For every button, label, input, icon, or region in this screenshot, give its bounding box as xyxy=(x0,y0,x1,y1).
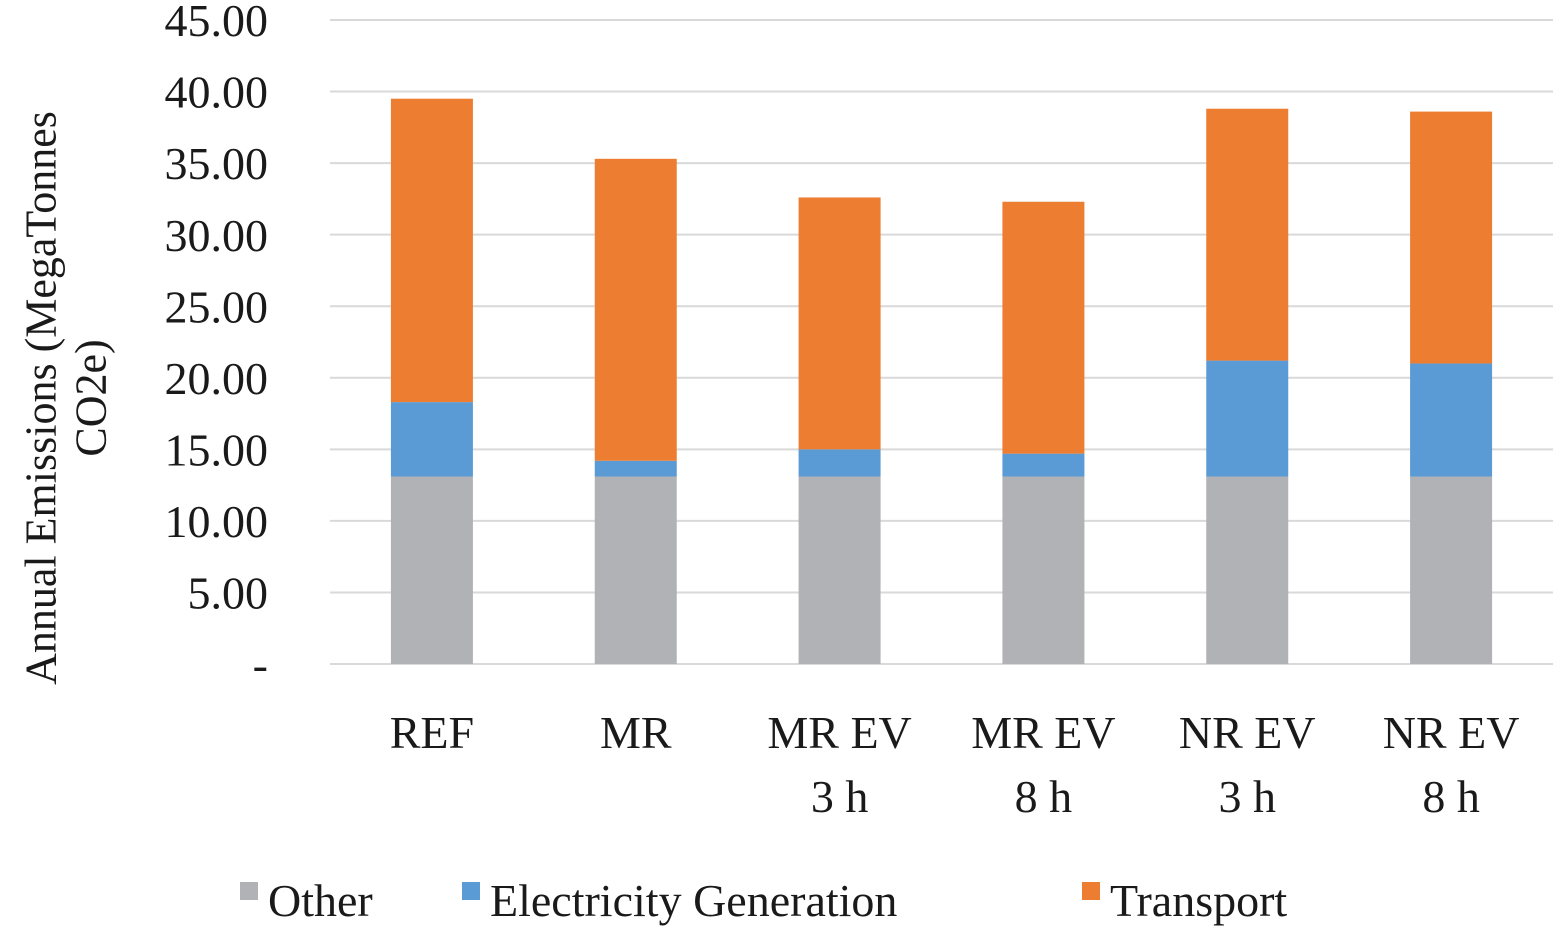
y-tick-label: 35.00 xyxy=(165,138,269,189)
x-tick-label: REF xyxy=(390,707,474,758)
bar-segment-other xyxy=(1002,476,1085,664)
y-tick-label: 45.00 xyxy=(165,0,269,46)
y-tick-label: 5.00 xyxy=(188,568,269,619)
bar-segment-other xyxy=(798,476,881,664)
y-axis-label: Annual Emissions (MegaTonnes CO2e) xyxy=(16,111,115,685)
x-tick-label: 3 h xyxy=(1219,771,1277,822)
bar-segment-electricity-generation xyxy=(390,402,473,477)
bar-segment-transport xyxy=(390,98,473,403)
y-axis-ticks: - 5.00 10.00 15.00 20.00 25.00 30.00 35.00 40.00… xyxy=(165,0,269,690)
x-tick-label: MR EV xyxy=(767,707,911,758)
x-tick-label: MR xyxy=(600,707,672,758)
x-tick-label: 8 h xyxy=(1422,771,1480,822)
legend: Other Electricity Generation Transport xyxy=(240,875,1287,926)
bar-segment-electricity-generation xyxy=(594,460,677,477)
y-tick-label: 10.00 xyxy=(165,496,269,547)
bar-segment-electricity-generation xyxy=(798,449,881,477)
y-tick-label: 30.00 xyxy=(165,210,269,261)
gridlines xyxy=(330,19,1553,665)
bars xyxy=(390,98,1493,664)
x-tick-label: NR EV xyxy=(1179,707,1316,758)
bar-segment-transport xyxy=(594,158,677,461)
bar-segment-transport xyxy=(798,197,881,450)
x-tick-label: 3 h xyxy=(811,771,869,822)
bar-segment-electricity-generation xyxy=(1002,453,1085,477)
legend-swatch xyxy=(1082,882,1100,900)
y-tick-label: 20.00 xyxy=(165,353,269,404)
bar-segment-electricity-generation xyxy=(1410,363,1493,477)
y-tick-label: 25.00 xyxy=(165,281,269,332)
bar-segment-other xyxy=(1206,476,1289,664)
bar-segment-electricity-generation xyxy=(1206,360,1289,477)
bar-segment-other xyxy=(390,476,473,664)
legend-label: Other xyxy=(268,875,373,926)
y-axis-label-line-1: Annual Emissions (MegaTonnes xyxy=(16,111,65,685)
y-tick-label: 40.00 xyxy=(165,67,269,118)
bar-segment-other xyxy=(1410,476,1493,664)
legend-swatch xyxy=(462,882,480,900)
bar-segment-transport xyxy=(1410,111,1493,364)
x-tick-label: 8 h xyxy=(1015,771,1073,822)
y-axis-label-line-2: CO2e) xyxy=(66,339,115,456)
x-tick-label: MR EV xyxy=(971,707,1115,758)
bar-segment-transport xyxy=(1002,201,1085,454)
legend-label: Transport xyxy=(1110,875,1287,926)
legend-swatch xyxy=(240,882,258,900)
x-axis-ticks: REF MR MR EV 3 h MR EV 8 h NR EV 3 h NR EV 8 h xyxy=(390,707,1520,822)
bar-segment-other xyxy=(594,476,677,664)
y-tick-label: 15.00 xyxy=(165,424,269,475)
legend-label: Electricity Generation xyxy=(490,875,897,926)
y-tick-label: - xyxy=(253,639,268,690)
bar-segment-transport xyxy=(1206,108,1289,361)
x-tick-label: NR EV xyxy=(1383,707,1520,758)
